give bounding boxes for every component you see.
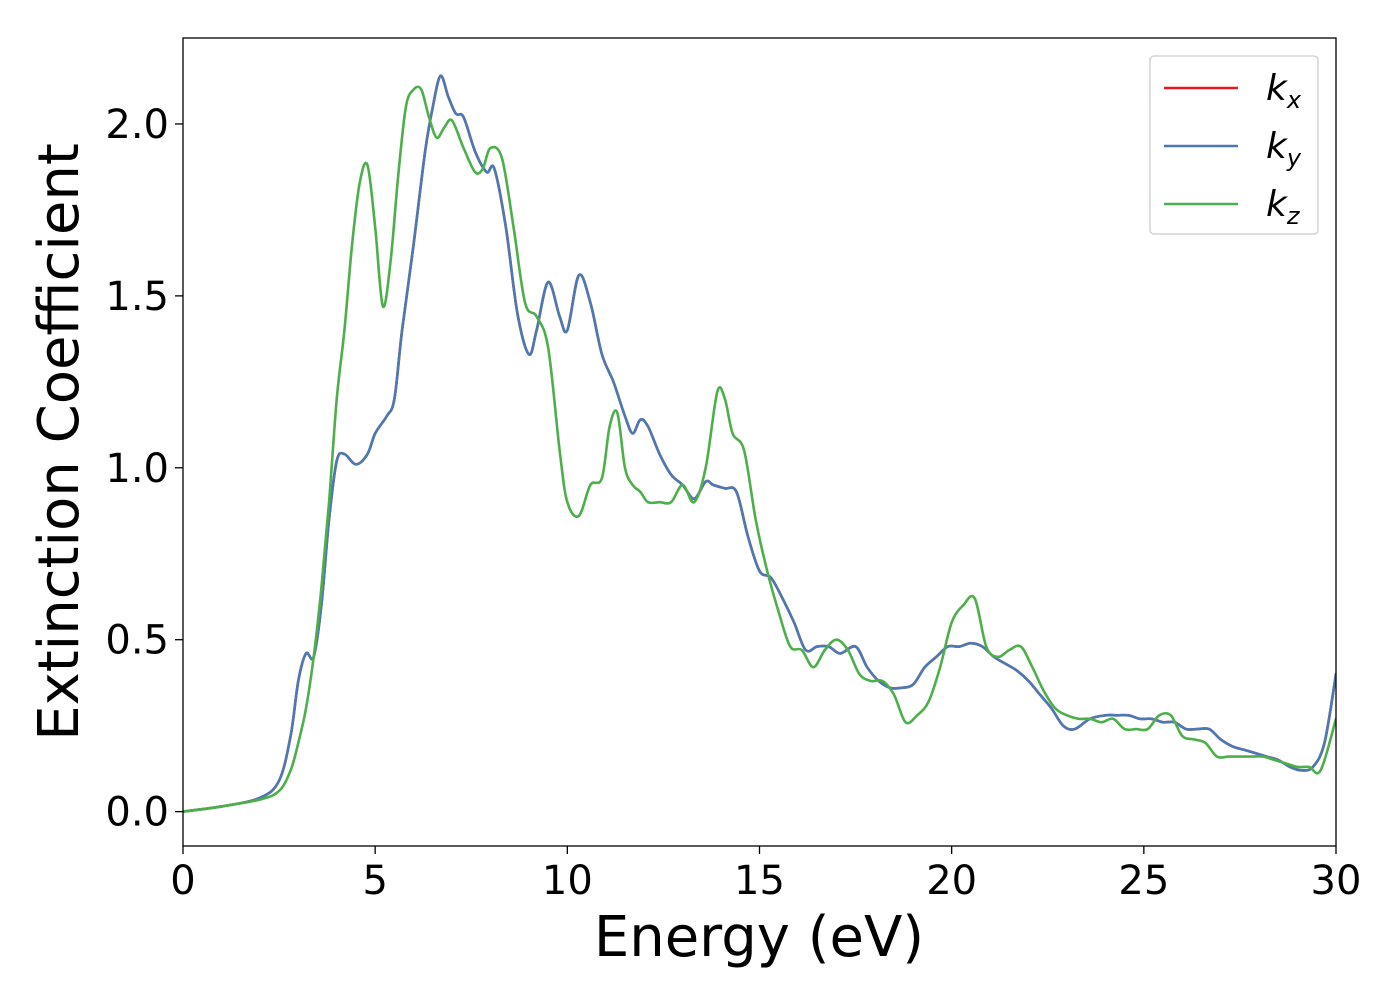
y-axis-title: Extinction Coefficient <box>27 143 92 741</box>
x-axis-ticks: 0 5 10 15 20 25 30 <box>170 846 1361 904</box>
legend-label-kz: kz <box>1266 184 1301 230</box>
x-tick-label: 10 <box>542 858 593 904</box>
y-tick-label: 1.0 <box>105 446 169 492</box>
y-tick-label: 1.5 <box>105 274 169 320</box>
y-axis-ticks: 0.0 0.5 1.0 1.5 2.0 <box>105 102 183 836</box>
x-tick-label: 25 <box>1118 858 1169 904</box>
legend-label-ky: ky <box>1266 126 1302 172</box>
x-tick-label: 30 <box>1311 858 1362 904</box>
series-line-ky <box>183 74 1336 813</box>
series-layer <box>183 74 1336 813</box>
y-tick-label: 0.5 <box>105 618 169 664</box>
legend-label-kx: kx <box>1266 68 1302 114</box>
x-tick-label: 0 <box>170 858 195 904</box>
y-tick-label: 2.0 <box>105 102 169 148</box>
y-tick-label: 0.0 <box>105 790 169 836</box>
x-axis-title: Energy (eV) <box>594 905 924 970</box>
series-line-kz <box>183 85 1336 813</box>
x-tick-label: 5 <box>362 858 387 904</box>
legend: kx ky kz <box>1149 55 1319 235</box>
x-tick-label: 20 <box>926 858 977 904</box>
x-tick-label: 15 <box>734 858 785 904</box>
